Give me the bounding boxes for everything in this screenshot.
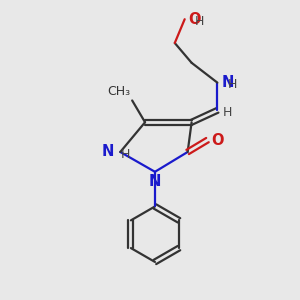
Text: H: H (222, 106, 232, 119)
Text: H: H (195, 15, 205, 28)
Text: CH₃: CH₃ (107, 85, 130, 98)
Text: H: H (228, 78, 237, 91)
Text: O: O (189, 12, 201, 27)
Text: N: N (102, 145, 114, 160)
Text: N: N (221, 75, 234, 90)
Text: N: N (149, 174, 161, 189)
Text: H: H (121, 148, 130, 161)
Text: O: O (212, 133, 224, 148)
